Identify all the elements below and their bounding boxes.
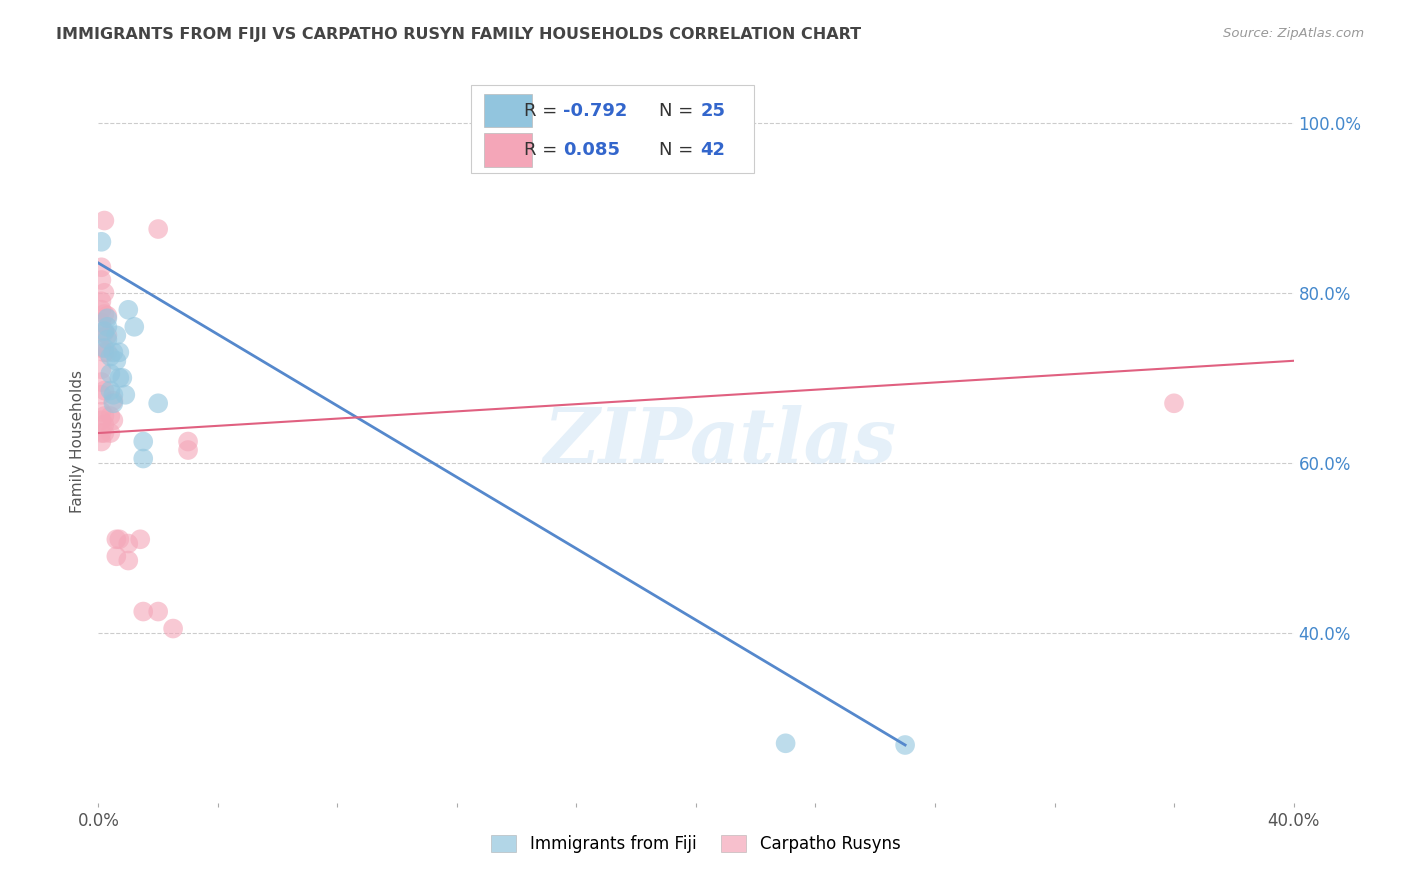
- Text: R =: R =: [524, 102, 564, 120]
- Point: [93, 341, 115, 355]
- Point: [162, 622, 184, 636]
- Point: [93, 285, 115, 300]
- Text: N =: N =: [659, 102, 699, 120]
- Point: [117, 553, 139, 567]
- Point: [90, 235, 112, 249]
- Point: [96, 319, 118, 334]
- Y-axis label: Family Households: Family Households: [69, 370, 84, 513]
- Point: [90, 316, 112, 330]
- Point: [93, 324, 115, 338]
- Point: [129, 533, 152, 547]
- Text: Source: ZipAtlas.com: Source: ZipAtlas.com: [1223, 27, 1364, 40]
- Point: [96, 333, 118, 347]
- Point: [90, 405, 112, 419]
- Point: [98, 350, 122, 364]
- Point: [103, 388, 125, 402]
- Point: [90, 362, 112, 376]
- Point: [117, 536, 139, 550]
- Point: [114, 388, 136, 402]
- Point: [93, 307, 115, 321]
- Text: ZIPatlas: ZIPatlas: [543, 405, 897, 478]
- Point: [90, 434, 112, 449]
- Point: [103, 396, 125, 410]
- Text: IMMIGRANTS FROM FIJI VS CARPATHO RUSYN FAMILY HOUSEHOLDS CORRELATION CHART: IMMIGRANTS FROM FIJI VS CARPATHO RUSYN F…: [56, 27, 862, 42]
- Legend: Immigrants from Fiji, Carpatho Rusyns: Immigrants from Fiji, Carpatho Rusyns: [485, 828, 907, 860]
- Text: 25: 25: [700, 102, 725, 120]
- Point: [103, 413, 125, 427]
- Point: [90, 425, 112, 440]
- Point: [177, 443, 200, 458]
- Text: 42: 42: [700, 141, 725, 159]
- Text: 0.085: 0.085: [562, 141, 620, 159]
- Point: [177, 434, 200, 449]
- Point: [96, 345, 118, 359]
- Point: [90, 388, 112, 402]
- Point: [98, 425, 122, 440]
- Point: [93, 384, 115, 398]
- Point: [90, 273, 112, 287]
- Point: [108, 371, 131, 385]
- Point: [117, 302, 139, 317]
- Point: [98, 367, 122, 381]
- Point: [124, 319, 146, 334]
- Point: [93, 345, 115, 359]
- Point: [90, 294, 112, 309]
- Point: [96, 328, 118, 343]
- Point: [105, 549, 128, 564]
- Point: [90, 413, 112, 427]
- Point: [98, 409, 122, 423]
- Point: [111, 371, 134, 385]
- Point: [105, 353, 128, 368]
- Point: [132, 605, 155, 619]
- Point: [148, 222, 170, 236]
- Point: [108, 533, 131, 547]
- Point: [132, 451, 155, 466]
- Text: R =: R =: [524, 141, 564, 159]
- Point: [93, 425, 115, 440]
- Point: [103, 393, 125, 408]
- Point: [90, 302, 112, 317]
- Point: [96, 309, 118, 323]
- Point: [148, 396, 170, 410]
- Point: [90, 260, 112, 275]
- Point: [93, 326, 115, 340]
- Point: [108, 345, 131, 359]
- Point: [93, 213, 115, 227]
- Point: [132, 434, 155, 449]
- Point: [775, 736, 797, 750]
- Point: [103, 345, 125, 359]
- Point: [148, 605, 170, 619]
- Point: [90, 341, 112, 355]
- Point: [93, 417, 115, 432]
- Point: [1163, 396, 1185, 410]
- Text: N =: N =: [659, 141, 699, 159]
- Point: [105, 328, 128, 343]
- Point: [90, 375, 112, 389]
- Point: [98, 384, 122, 398]
- Point: [894, 738, 917, 752]
- Point: [105, 533, 128, 547]
- Point: [93, 409, 115, 423]
- Point: [96, 311, 118, 326]
- Text: -0.792: -0.792: [562, 102, 627, 120]
